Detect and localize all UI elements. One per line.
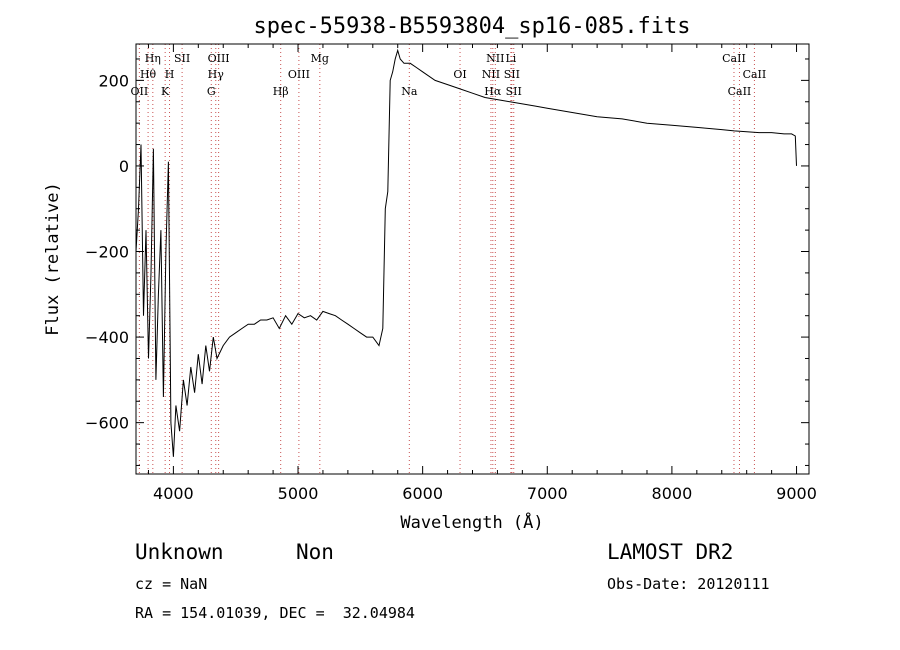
emission-line-label: Hα (484, 85, 502, 98)
obs-date: Obs-Date: 20120111 (607, 575, 770, 593)
radec-value: RA = 154.01039, DEC = 32.04984 (135, 604, 415, 622)
emission-line-label: Hη (145, 52, 161, 65)
emission-line-label: Na (401, 85, 418, 98)
emission-line-label: K (161, 85, 170, 98)
subclass-label: Non (296, 540, 334, 564)
emission-line-label: SII (174, 52, 190, 65)
emission-line-label: OIII (288, 68, 310, 81)
emission-line-label: SII (504, 68, 520, 81)
chart-title: spec-55938-B5593804_sp16-085.fits (253, 14, 690, 39)
spectrum-chart: spec-55938-B5593804_sp16-085.fits Hη Hθ OI… (43, 14, 817, 533)
emission-line-label: H (165, 68, 175, 81)
emission-line-label: OI (453, 68, 466, 81)
cz-value: cz = NaN (135, 575, 208, 593)
emission-line-label: NII (486, 52, 504, 65)
x-tick-label: 8000 (652, 484, 693, 503)
emission-line-label: Hθ (140, 68, 157, 81)
y-tick-label: 0 (119, 157, 129, 176)
emission-line-label: CaII (728, 85, 752, 98)
spectrum-line (135, 48, 797, 457)
emission-line-label: NII (482, 68, 500, 81)
class-label: Unknown (135, 540, 224, 564)
emission-line-label: CaII (743, 68, 767, 81)
emission-line-label: Li (505, 52, 516, 65)
y-axis-label: Flux (relative) (43, 182, 63, 336)
emission-line-label: G (207, 85, 216, 98)
emission-line-label: Hγ (208, 68, 225, 81)
y-tick-label: −400 (85, 328, 129, 347)
plot-frame (135, 43, 810, 475)
x-tick-label: 5000 (278, 484, 319, 503)
x-axis: 4000 5000 6000 7000 8000 9000 (147, 44, 817, 503)
emission-line-label: CaII (722, 52, 746, 65)
x-tick-label: 9000 (776, 484, 817, 503)
survey-label: LAMOST DR2 (607, 540, 734, 564)
x-tick-label: 4000 (153, 484, 194, 503)
emission-line-label: OIII (208, 52, 230, 65)
x-tick-label: 6000 (402, 484, 443, 503)
emission-line-label: SII (506, 85, 522, 98)
emission-line-label: Hβ (273, 85, 289, 98)
emission-line-markers (138, 44, 755, 474)
emission-line-label: Mg (311, 52, 329, 65)
y-tick-label: −200 (85, 243, 129, 262)
y-tick-label: −600 (85, 414, 129, 433)
y-axis: −600 −400 −200 0 200 (85, 58, 809, 466)
y-tick-label: 200 (98, 71, 129, 90)
x-tick-label: 7000 (527, 484, 568, 503)
x-axis-label: Wavelength (Å) (400, 511, 543, 533)
emission-line-label: OII (131, 85, 149, 98)
